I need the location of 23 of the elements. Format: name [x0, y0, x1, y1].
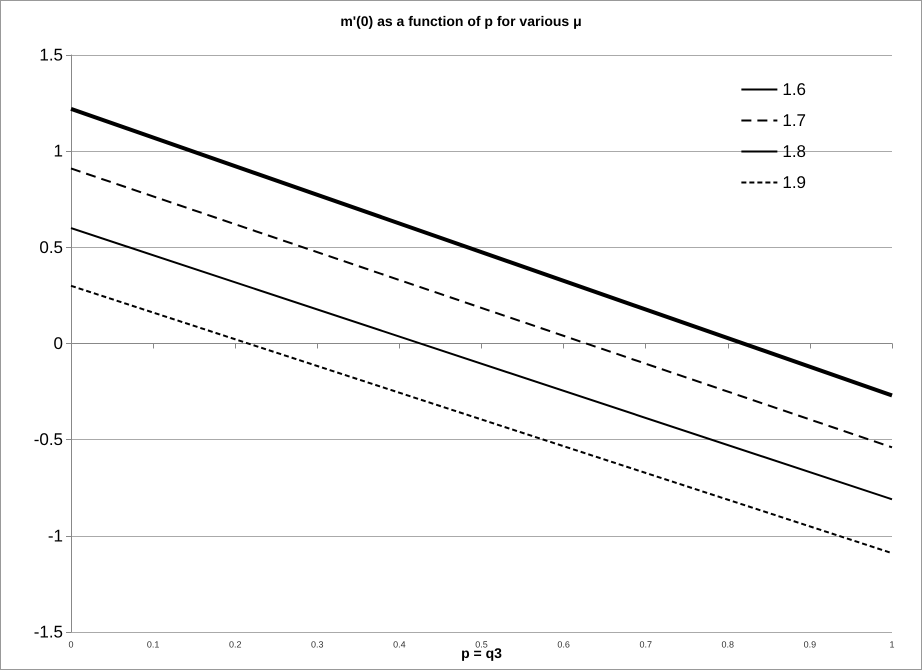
x-tick-label: 0.1	[146, 640, 160, 650]
x-tick-label: 0.2	[228, 640, 242, 650]
y-tick-label: -1	[48, 526, 63, 546]
y-tick-label: 0.5	[39, 238, 63, 257]
x-tick-label: 1	[889, 640, 895, 650]
x-tick-label: 0.7	[639, 640, 652, 650]
y-tick-label: 0	[54, 334, 63, 353]
x-tick-label: 0.3	[311, 640, 324, 650]
legend-label: 1.8	[782, 142, 806, 161]
y-tick-label: 1.5	[39, 46, 63, 64]
x-tick-label: 0	[68, 640, 74, 650]
x-tick-label: 0.5	[475, 640, 488, 650]
legend-label: 1.9	[782, 173, 806, 192]
x-tick-label: 0.9	[804, 640, 816, 650]
x-tick-label: 0.4	[393, 640, 406, 650]
x-tick-label: 0.8	[722, 640, 734, 650]
y-tick-label: -0.5	[34, 430, 63, 450]
chart-title: m'(0) as a function of p for various μ	[340, 13, 582, 29]
legend-label: 1.7	[782, 111, 806, 130]
x-tick-label: 0.6	[557, 640, 570, 650]
y-tick-label: -1.5	[34, 622, 63, 642]
y-tick-label: 1	[54, 142, 63, 161]
legend-label: 1.6	[782, 80, 806, 99]
